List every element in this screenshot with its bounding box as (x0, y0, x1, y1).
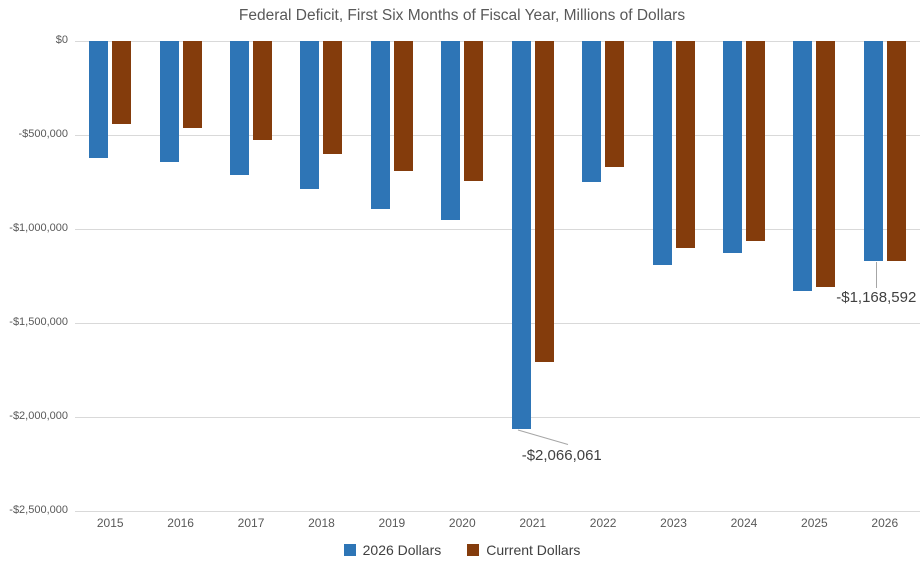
legend-swatch-icon (343, 544, 356, 556)
zero-gridline (75, 41, 920, 42)
x-axis-tick-label: 2024 (730, 516, 758, 530)
bar-2026-dollars-2015[interactable] (89, 41, 109, 158)
y-axis-tick-label: -$2,000,000 (9, 410, 68, 422)
y-axis-tick-label: $0 (55, 34, 68, 46)
bar-current-dollars-2026[interactable] (886, 41, 906, 261)
bar-current-dollars-2016[interactable] (182, 41, 202, 128)
gridline (75, 323, 920, 324)
bar-current-dollars-2025[interactable] (816, 41, 836, 287)
x-axis-tick-label: 2020 (448, 516, 476, 530)
bar-2026-dollars-2021[interactable] (511, 41, 531, 430)
bar-current-dollars-2021[interactable] (534, 41, 554, 362)
x-axis-tick-label: 2017 (237, 516, 265, 530)
gridline (75, 511, 920, 512)
chart-title: Federal Deficit, First Six Months of Fis… (238, 7, 686, 24)
gridline (75, 417, 920, 418)
bar-2026-dollars-2026[interactable] (863, 41, 883, 261)
gridline (75, 229, 920, 230)
bar-current-dollars-2018[interactable] (323, 41, 343, 154)
bar-current-dollars-2024[interactable] (745, 41, 765, 242)
x-axis-tick-label: 2025 (801, 516, 828, 530)
data-label-2026-dollars-2021: -$2,066,061 (521, 447, 602, 465)
bar-current-dollars-2023[interactable] (675, 41, 695, 248)
legend-swatch-icon (467, 544, 480, 556)
y-axis-tick-label: -$500,000 (18, 128, 68, 140)
bar-2026-dollars-2023[interactable] (652, 41, 672, 265)
legend-label: Current Dollars (486, 542, 581, 558)
gridline (75, 135, 920, 136)
x-axis-tick-label: 2021 (519, 516, 547, 530)
y-axis-tick-label: -$1,500,000 (9, 316, 68, 328)
legend-item-2026-dollars[interactable]: 2026 Dollars (343, 542, 442, 558)
chart-legend: 2026 Dollars Current Dollars (0, 542, 924, 558)
annotation-leader-line (517, 429, 568, 446)
bar-2026-dollars-2018[interactable] (300, 41, 320, 189)
x-axis-tick-label: 2018 (308, 516, 335, 530)
bar-current-dollars-2017[interactable] (253, 41, 273, 141)
bar-2026-dollars-2024[interactable] (722, 41, 742, 254)
y-axis-tick-label: -$1,000,000 (9, 222, 68, 234)
x-axis-tick-label: 2016 (167, 516, 194, 530)
bar-current-dollars-2022[interactable] (605, 41, 625, 167)
bar-2026-dollars-2022[interactable] (582, 41, 602, 182)
bar-2026-dollars-2025[interactable] (793, 41, 813, 292)
x-axis-tick-label: 2015 (96, 516, 124, 530)
annotation-leader-line (876, 261, 878, 288)
legend-label: 2026 Dollars (362, 542, 442, 558)
x-axis-tick-label: 2022 (589, 516, 617, 530)
y-axis-tick-label: -$2,500,000 (9, 504, 68, 516)
bar-2026-dollars-2017[interactable] (230, 41, 250, 176)
x-axis-tick-label: 2019 (378, 516, 406, 530)
bar-current-dollars-2015[interactable] (112, 41, 132, 124)
legend-item-current-dollars[interactable]: Current Dollars (467, 542, 580, 558)
bar-2026-dollars-2019[interactable] (370, 41, 390, 210)
bar-current-dollars-2020[interactable] (464, 41, 484, 181)
bar-2026-dollars-2020[interactable] (441, 41, 461, 220)
bar-current-dollars-2019[interactable] (393, 41, 413, 171)
x-axis-tick-label: 2026 (871, 516, 899, 530)
bar-2026-dollars-2016[interactable] (159, 41, 179, 163)
data-label-2026-dollars-2026: -$1,168,592 (836, 288, 917, 306)
x-axis-tick-label: 2023 (660, 516, 687, 530)
